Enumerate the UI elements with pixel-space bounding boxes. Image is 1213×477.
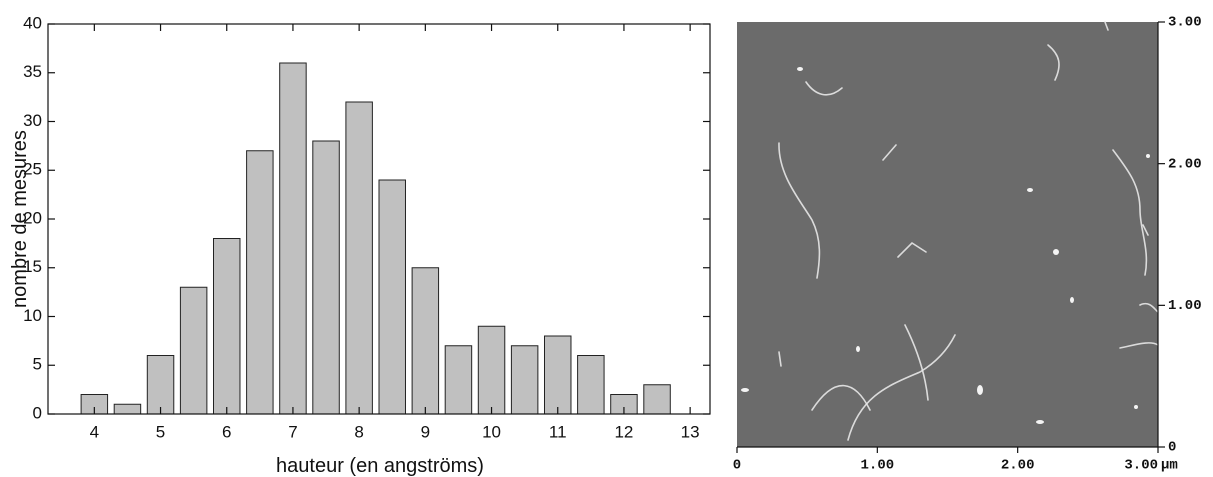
x-axis-label: hauteur (en angströms) — [276, 455, 484, 477]
bar — [279, 62, 307, 415]
x-tick-label: 7 — [288, 422, 297, 441]
x-tick-label: 13 — [681, 422, 700, 441]
y-tick-label: 3.00 — [1168, 15, 1202, 31]
bar — [213, 238, 241, 415]
x-unit: µm — [1161, 458, 1178, 474]
y-tick-label: 1.00 — [1168, 298, 1202, 314]
bar — [345, 101, 373, 415]
bar — [477, 325, 506, 415]
bar — [378, 179, 406, 415]
y-tick-label: 2.00 — [1168, 156, 1202, 172]
afm-image — [737, 21, 1159, 447]
x-tick-label: 9 — [421, 422, 430, 441]
bar — [146, 355, 175, 415]
bar — [444, 345, 473, 415]
y-tick-label: 0 — [33, 403, 42, 422]
y-tick-label: 35 — [23, 62, 42, 81]
x-tick-label: 10 — [482, 422, 501, 441]
bar — [246, 150, 274, 415]
y-tick-label: 20 — [23, 208, 42, 227]
bar — [577, 355, 605, 415]
y-tick-label: 30 — [23, 111, 42, 130]
y-tick-label: 10 — [23, 306, 42, 325]
bar — [179, 286, 208, 415]
x-tick-label: 8 — [354, 422, 363, 441]
y-tick-label: 40 — [23, 13, 42, 32]
x-tick-label: 2.00 — [1001, 458, 1035, 474]
y-tick-label: 0 — [1168, 440, 1176, 456]
bar — [411, 267, 440, 415]
x-tick-label: 3.00 — [1124, 458, 1158, 474]
x-tick-label: 4 — [90, 422, 99, 441]
bar — [643, 384, 671, 415]
y-tick-label: 15 — [23, 257, 42, 276]
image-background — [737, 22, 1158, 447]
bar — [113, 403, 142, 415]
bar — [544, 335, 572, 415]
bar — [312, 140, 340, 415]
x-tick-label: 11 — [549, 422, 567, 441]
y-tick-label: 5 — [33, 355, 42, 374]
x-tick-label: 12 — [614, 422, 633, 441]
x-tick-label: 1.00 — [861, 458, 895, 474]
x-tick-label: 6 — [222, 422, 231, 441]
fibrils — [741, 21, 1159, 441]
x-tick-label: 5 — [156, 422, 165, 441]
y-tick-label: 25 — [23, 160, 42, 179]
y-axis-label: nombre de mesures — [9, 130, 31, 308]
bar — [510, 345, 539, 415]
x-tick-label: 0 — [733, 458, 741, 474]
